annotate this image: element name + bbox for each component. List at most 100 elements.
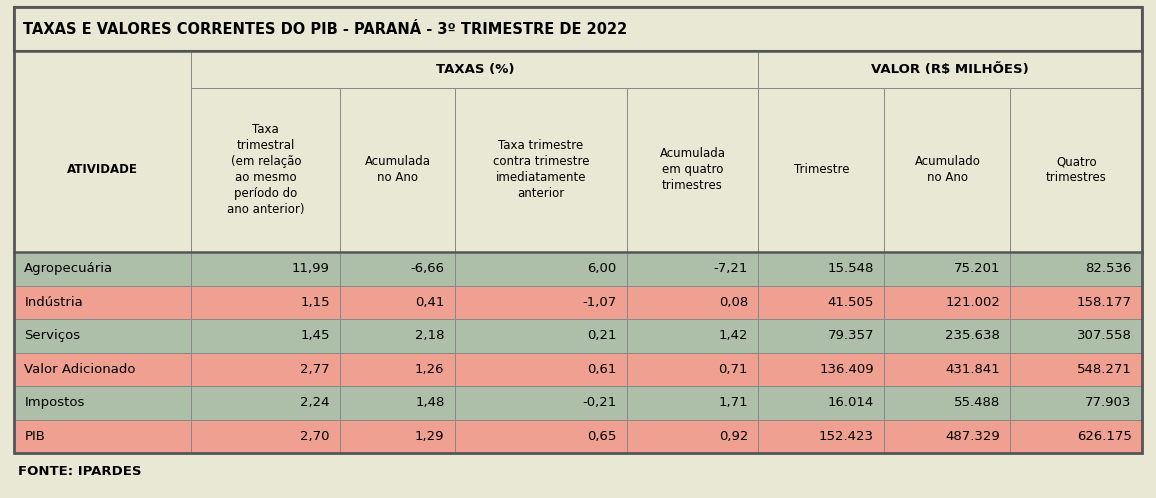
Text: 0,92: 0,92 [719, 430, 748, 443]
Text: 1,15: 1,15 [301, 296, 329, 309]
Text: 1,71: 1,71 [718, 396, 748, 409]
Bar [884, 420, 1010, 453]
Bar [192, 420, 340, 453]
Text: 0,71: 0,71 [719, 363, 748, 376]
Bar [627, 285, 758, 319]
Bar [14, 252, 192, 285]
Bar [1010, 285, 1142, 319]
Text: 307.558: 307.558 [1077, 329, 1132, 342]
Bar [14, 420, 192, 453]
Text: Trimestre: Trimestre [794, 163, 850, 176]
Bar [340, 285, 454, 319]
Text: 626.175: 626.175 [1077, 430, 1132, 443]
Bar [14, 319, 192, 353]
Bar [627, 88, 758, 252]
Bar [627, 386, 758, 420]
Text: 2,70: 2,70 [301, 430, 329, 443]
Text: 1,29: 1,29 [415, 430, 444, 443]
Bar [627, 353, 758, 386]
Bar [627, 252, 758, 285]
Bar [340, 386, 454, 420]
Bar [340, 252, 454, 285]
Text: Acumulada
em quatro
trimestres: Acumulada em quatro trimestres [660, 147, 726, 192]
Text: Taxa trimestre
contra trimestre
imediatamente
anterior: Taxa trimestre contra trimestre imediata… [492, 139, 590, 200]
Bar [192, 51, 758, 88]
Bar [627, 420, 758, 453]
Bar [758, 252, 884, 285]
Text: -6,66: -6,66 [410, 262, 444, 275]
Bar [14, 7, 1142, 453]
Bar [192, 285, 340, 319]
Bar [454, 252, 627, 285]
Bar [192, 353, 340, 386]
Bar [758, 88, 884, 252]
Bar [884, 319, 1010, 353]
Text: 15.548: 15.548 [828, 262, 874, 275]
Text: 2,24: 2,24 [301, 396, 329, 409]
Bar [884, 386, 1010, 420]
Text: ATIVIDADE: ATIVIDADE [67, 163, 138, 176]
Bar [14, 353, 192, 386]
Text: -7,21: -7,21 [713, 262, 748, 275]
Bar [14, 7, 1142, 51]
Text: 55.488: 55.488 [954, 396, 1000, 409]
Text: 136.409: 136.409 [820, 363, 874, 376]
Text: 2,77: 2,77 [301, 363, 329, 376]
Text: Valor Adicionado: Valor Adicionado [24, 363, 135, 376]
Text: -1,07: -1,07 [581, 296, 616, 309]
Bar [454, 353, 627, 386]
Bar [340, 353, 454, 386]
Bar [14, 386, 192, 420]
Bar [758, 51, 1142, 88]
Bar [1010, 386, 1142, 420]
Text: 487.329: 487.329 [946, 430, 1000, 443]
Bar [192, 386, 340, 420]
Text: 41.505: 41.505 [828, 296, 874, 309]
Bar [758, 420, 884, 453]
Text: Impostos: Impostos [24, 396, 84, 409]
Text: 431.841: 431.841 [946, 363, 1000, 376]
Text: Agropecuária: Agropecuária [24, 262, 113, 275]
Text: Quatro
trimestres: Quatro trimestres [1046, 155, 1106, 184]
Text: 1,45: 1,45 [301, 329, 329, 342]
Bar [454, 420, 627, 453]
Text: 0,21: 0,21 [587, 329, 616, 342]
Bar [758, 353, 884, 386]
Bar [340, 88, 454, 252]
Text: 152.423: 152.423 [818, 430, 874, 443]
Text: -0,21: -0,21 [581, 396, 616, 409]
Bar [192, 319, 340, 353]
Bar [1010, 353, 1142, 386]
Bar [884, 353, 1010, 386]
Text: 1,42: 1,42 [719, 329, 748, 342]
Text: 1,48: 1,48 [415, 396, 444, 409]
Text: Acumulado
no Ano: Acumulado no Ano [914, 155, 980, 184]
Text: 11,99: 11,99 [292, 262, 329, 275]
Text: 6,00: 6,00 [587, 262, 616, 275]
Text: 82.536: 82.536 [1085, 262, 1132, 275]
Bar [1010, 420, 1142, 453]
Text: PIB: PIB [24, 430, 45, 443]
Bar [192, 88, 340, 252]
Text: Acumulada
no Ano: Acumulada no Ano [364, 155, 430, 184]
Text: Indústria: Indústria [24, 296, 83, 309]
Text: 0,08: 0,08 [719, 296, 748, 309]
Text: 1,26: 1,26 [415, 363, 444, 376]
Text: 121.002: 121.002 [946, 296, 1000, 309]
Bar [884, 88, 1010, 252]
Bar [758, 319, 884, 353]
Bar [454, 386, 627, 420]
Bar [758, 386, 884, 420]
Text: 77.903: 77.903 [1085, 396, 1132, 409]
Text: TAXAS (%): TAXAS (%) [436, 63, 514, 76]
Bar [192, 252, 340, 285]
Text: Serviços: Serviços [24, 329, 81, 342]
Text: Taxa
trimestral
(em relação
ao mesmo
período do
ano anterior): Taxa trimestral (em relação ao mesmo per… [227, 124, 305, 216]
Bar [14, 285, 192, 319]
Text: 548.271: 548.271 [1077, 363, 1132, 376]
Text: FONTE: IPARDES: FONTE: IPARDES [18, 465, 142, 479]
Text: 0,41: 0,41 [415, 296, 444, 309]
Text: TAXAS E VALORES CORRENTES DO PIB - PARANÁ - 3º TRIMESTRE DE 2022: TAXAS E VALORES CORRENTES DO PIB - PARAN… [23, 22, 628, 37]
Text: VALOR (R$ MILHÕES): VALOR (R$ MILHÕES) [872, 63, 1029, 76]
Bar [340, 420, 454, 453]
